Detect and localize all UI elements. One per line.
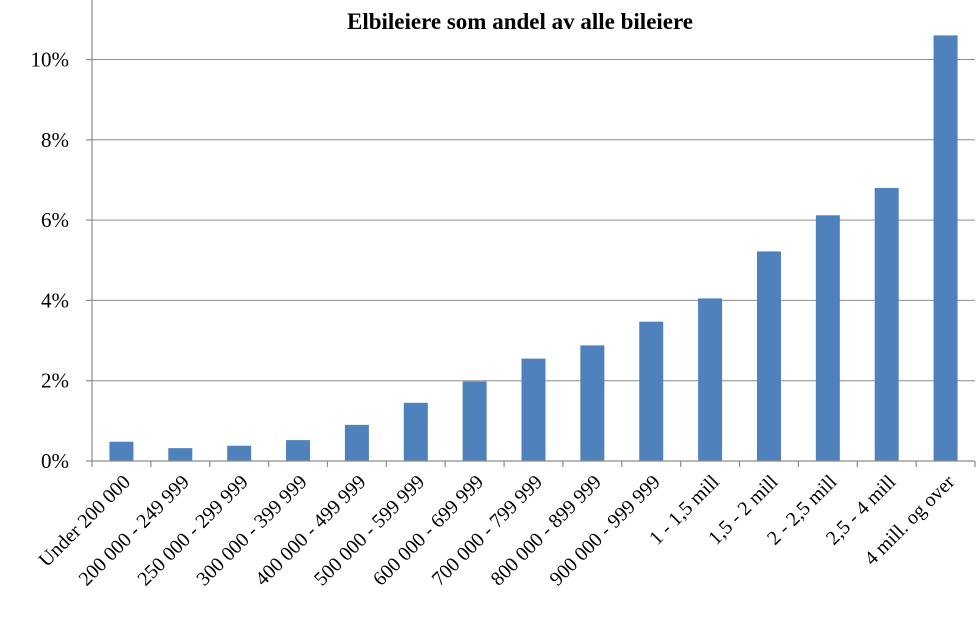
bar bbox=[815, 215, 840, 461]
bar bbox=[462, 381, 487, 461]
y-tick-label: 10% bbox=[31, 48, 70, 72]
bar bbox=[639, 321, 664, 461]
x-tick-label: 600 000 - 699 999 bbox=[369, 471, 488, 590]
x-tick-label: 800 000 - 899 999 bbox=[487, 471, 606, 590]
bars bbox=[109, 35, 958, 462]
x-tick-label: 300 000 - 399 999 bbox=[192, 471, 311, 590]
bar bbox=[580, 345, 605, 461]
axes bbox=[91, 0, 975, 462]
bar bbox=[344, 424, 369, 461]
bar bbox=[168, 448, 193, 461]
x-tick-label: 900 000 - 999 999 bbox=[545, 471, 664, 590]
x-tick-label: 700 000 - 799 999 bbox=[428, 471, 547, 590]
y-tick-label: 2% bbox=[41, 369, 69, 393]
bar bbox=[698, 298, 723, 461]
y-tick-label: 8% bbox=[41, 128, 69, 152]
gridlines bbox=[92, 59, 975, 382]
x-tick-label: 400 000 - 499 999 bbox=[251, 471, 370, 590]
x-tick-label: 250 000 - 299 999 bbox=[133, 471, 252, 590]
y-tick-label: 4% bbox=[41, 288, 69, 312]
bar bbox=[874, 187, 899, 462]
y-tick-label: 6% bbox=[41, 208, 69, 232]
bar bbox=[521, 358, 546, 461]
bar bbox=[756, 251, 781, 461]
bar bbox=[286, 440, 311, 461]
chart-title: Elbileiere som andel av alle bileiere bbox=[347, 9, 693, 34]
bar bbox=[933, 35, 958, 461]
x-tick-label: 500 000 - 599 999 bbox=[310, 471, 429, 590]
bar bbox=[403, 402, 428, 461]
y-tick-label: 0% bbox=[41, 449, 69, 473]
y-axis-ticks: 0% 2% 4% 6% 8% 10% bbox=[31, 48, 92, 473]
x-tick-label: 200 000 - 249 999 bbox=[75, 471, 194, 590]
bar bbox=[109, 441, 134, 461]
bar bbox=[227, 445, 252, 461]
